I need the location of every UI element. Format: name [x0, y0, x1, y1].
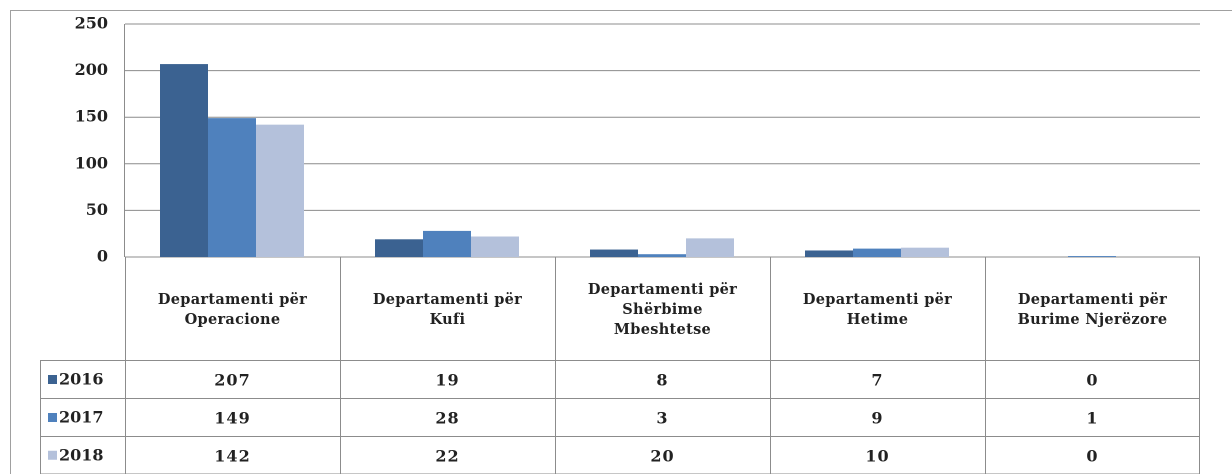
bar	[805, 250, 853, 257]
legend-label: 2018	[59, 445, 104, 464]
legend-key	[48, 375, 57, 384]
table-value: 9	[871, 409, 883, 428]
legend-label: 2017	[59, 408, 104, 427]
table-value: 3	[656, 409, 668, 428]
bar	[590, 249, 638, 257]
bar	[686, 238, 734, 257]
y-tick-label: 50	[86, 200, 108, 219]
table-value: 22	[435, 446, 459, 465]
category-label: Departamenti për Shërbime Mbeshtetse	[587, 280, 738, 338]
bar	[160, 64, 208, 258]
bar	[375, 239, 423, 257]
table-value: 0	[1086, 371, 1098, 390]
table-value: 28	[435, 409, 459, 428]
legend-label: 2016	[59, 370, 104, 389]
bar	[638, 254, 686, 257]
bar	[208, 118, 256, 257]
y-tick-label: 150	[75, 107, 108, 126]
table-value: 0	[1086, 446, 1098, 465]
y-tick-label: 0	[97, 247, 108, 266]
category-label: Departamenti për Burime Njerëzore	[1017, 290, 1168, 328]
table-value: 207	[214, 371, 250, 390]
bar	[423, 230, 471, 257]
bar	[901, 247, 949, 257]
table-value: 10	[865, 446, 889, 465]
legend-key	[48, 413, 57, 422]
category-label: Departamenti për Kufi	[372, 290, 523, 328]
bar	[853, 248, 901, 257]
legend-key	[48, 450, 57, 460]
table-value: 19	[435, 371, 459, 390]
category-label: Departamenti për Hetime	[802, 290, 953, 328]
bar	[471, 236, 519, 257]
table-value: 1	[1086, 409, 1098, 428]
frame	[10, 10, 1232, 474]
table-value: 142	[214, 446, 250, 465]
table-value: 8	[656, 371, 668, 390]
bar	[256, 124, 304, 257]
table-value: 7	[871, 371, 883, 390]
category-label: Departamenti për Operacione	[157, 290, 308, 328]
y-tick-label: 100	[75, 153, 108, 172]
y-tick-label: 250	[75, 14, 108, 33]
table-value: 20	[650, 446, 674, 465]
y-tick-label: 200	[75, 60, 108, 79]
bar	[1068, 256, 1116, 257]
table-value: 149	[214, 409, 250, 428]
